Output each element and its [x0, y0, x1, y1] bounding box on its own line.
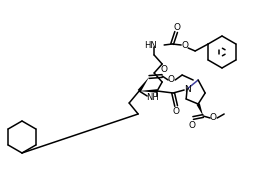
Text: O: O: [168, 75, 175, 85]
Text: O: O: [182, 41, 189, 51]
Polygon shape: [139, 89, 157, 93]
Text: NH: NH: [146, 93, 158, 103]
Text: O: O: [189, 121, 196, 130]
Polygon shape: [138, 77, 149, 92]
Text: HN: HN: [144, 40, 157, 50]
Text: N: N: [184, 85, 190, 93]
Text: O: O: [210, 114, 217, 122]
Text: O: O: [173, 107, 180, 117]
Text: O: O: [174, 23, 181, 32]
Text: O: O: [161, 65, 168, 74]
Polygon shape: [197, 103, 203, 116]
